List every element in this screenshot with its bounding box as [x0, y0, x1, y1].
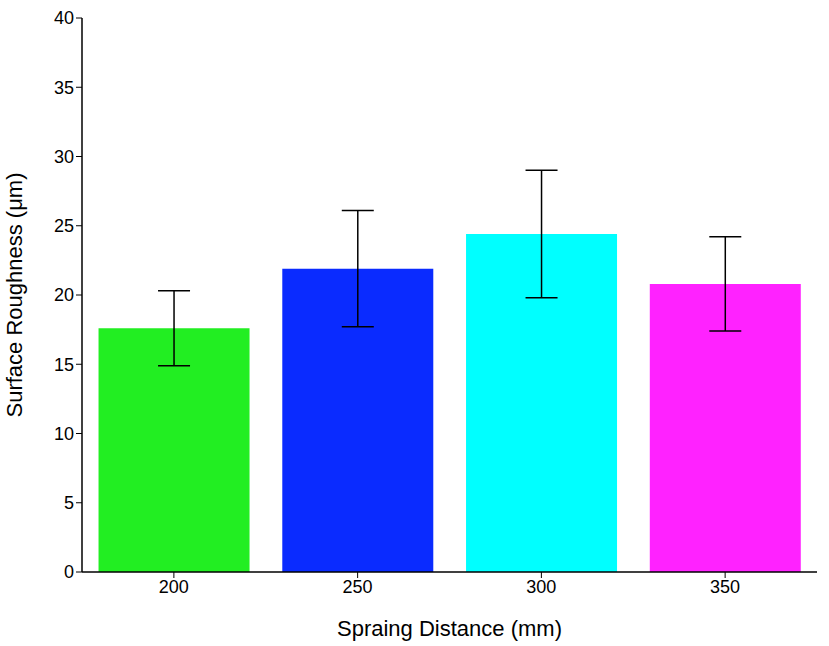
svg-text:200: 200	[159, 577, 189, 597]
svg-text:25: 25	[54, 216, 74, 236]
svg-text:20: 20	[54, 285, 74, 305]
svg-text:30: 30	[54, 147, 74, 167]
svg-text:350: 350	[710, 577, 740, 597]
svg-text:15: 15	[54, 355, 74, 375]
svg-text:10: 10	[54, 424, 74, 444]
svg-text:250: 250	[343, 577, 373, 597]
svg-text:5: 5	[64, 493, 74, 513]
svg-text:0: 0	[64, 562, 74, 582]
svg-text:35: 35	[54, 78, 74, 98]
svg-text:300: 300	[526, 577, 556, 597]
svg-text:Surface Roughness (μm): Surface Roughness (μm)	[2, 173, 27, 418]
svg-text:40: 40	[54, 8, 74, 28]
svg-text:Spraing Distance (mm): Spraing Distance (mm)	[337, 616, 562, 641]
